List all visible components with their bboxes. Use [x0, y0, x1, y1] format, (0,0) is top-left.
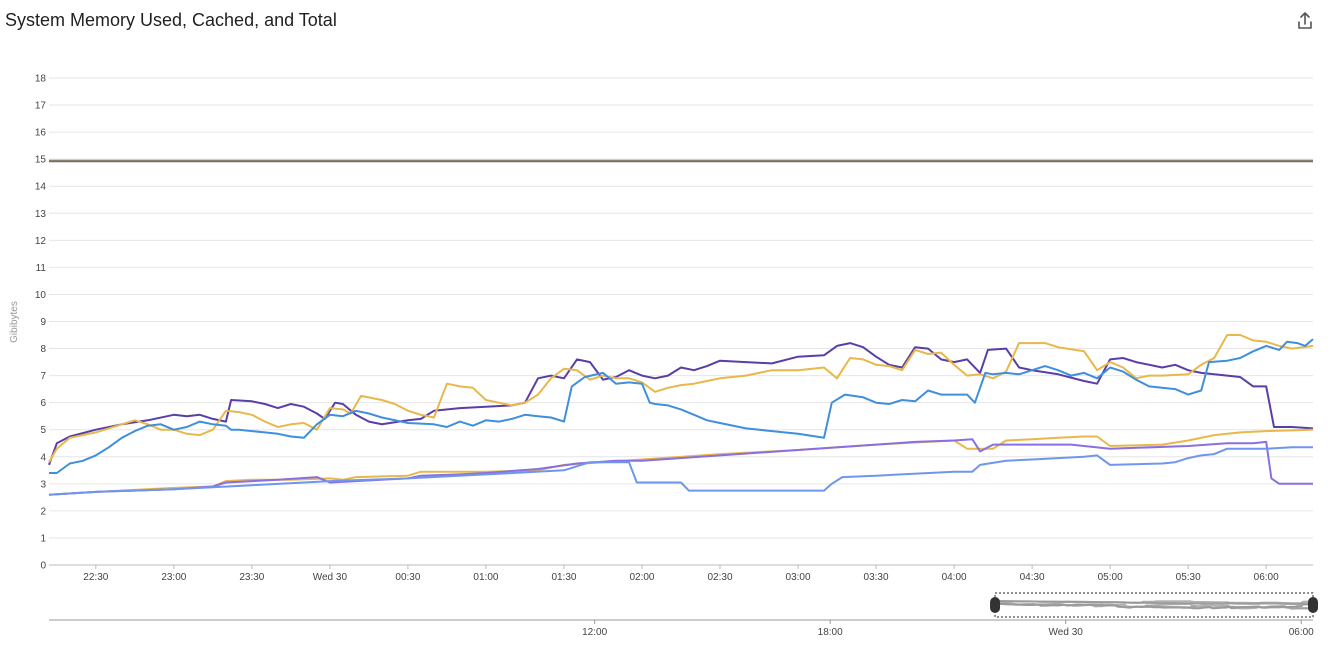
y-tick-label: 7: [40, 371, 46, 382]
navigator-tick-label: Wed 30: [1049, 627, 1084, 638]
x-tick-label: 03:00: [786, 572, 811, 583]
navigator-series-line: [995, 601, 1314, 610]
time-navigator[interactable]: 12:00 18:00 Wed 30 06:00: [49, 592, 1318, 638]
x-tick-label: 23:00: [161, 572, 186, 583]
navigator-tick-label: 18:00: [818, 627, 843, 638]
x-tick-label: 01:30: [551, 572, 576, 583]
navigator-handle-right[interactable]: [1308, 597, 1318, 613]
navigator-series-line: [994, 600, 1313, 605]
x-tick-label: 05:00: [1098, 572, 1123, 583]
y-tick-label: 0: [40, 561, 46, 572]
x-tick-label: 04:30: [1020, 572, 1045, 583]
x-tick-label: 23:30: [239, 572, 264, 583]
x-tick-label: 01:00: [473, 572, 498, 583]
series-lines: [48, 159, 1314, 496]
y-tick-label: 16: [35, 128, 47, 139]
y-tick-label: 12: [35, 236, 47, 247]
x-tick-label: 22:30: [83, 572, 108, 583]
navigator-tick-label: 12:00: [582, 627, 607, 638]
x-tick-label: Wed 30: [313, 572, 348, 583]
x-tick-label: 02:00: [629, 572, 654, 583]
y-tick-label: 4: [40, 452, 46, 463]
x-axis-ticks: 22:30 23:00 23:30 Wed 30 00:30 01:00 01:30 02:0…: [83, 565, 1279, 583]
chart-title: System Memory Used, Cached, and Total: [5, 10, 337, 30]
y-tick-label: 1: [40, 533, 46, 544]
series-line-5: [49, 338, 1314, 474]
y-tick-label: 13: [35, 209, 47, 220]
y-tick-label: 8: [40, 344, 46, 355]
y-tick-label: 5: [40, 425, 46, 436]
y-axis-label: Gibibytes: [9, 301, 20, 343]
y-tick-label: 18: [35, 74, 47, 85]
y-tick-label: 2: [40, 506, 46, 517]
x-tick-label: 00:30: [395, 572, 420, 583]
x-tick-label: 03:30: [864, 572, 889, 583]
x-tick-label: 05:30: [1176, 572, 1201, 583]
series-line-8: [48, 446, 1313, 496]
y-tick-label: 3: [40, 479, 46, 490]
x-tick-label: 02:30: [707, 572, 732, 583]
y-tick-label: 10: [35, 290, 47, 301]
x-tick-label: 06:00: [1254, 572, 1279, 583]
y-tick-label: 17: [35, 101, 47, 112]
grid-lines: [49, 77, 1313, 566]
y-tick-label: 14: [35, 182, 47, 193]
y-tick-label: 6: [40, 398, 46, 409]
navigator-tick-label: 06:00: [1289, 627, 1314, 638]
y-tick-label: 15: [35, 155, 47, 166]
x-tick-label: 04:00: [942, 572, 967, 583]
series-line-4: [48, 334, 1314, 463]
y-tick-label: 11: [36, 263, 47, 274]
export-share-icon[interactable]: [1294, 10, 1316, 32]
navigator-handle-left[interactable]: [990, 597, 1001, 613]
y-tick-label: 9: [40, 317, 46, 328]
series-line-7: [48, 438, 1313, 496]
